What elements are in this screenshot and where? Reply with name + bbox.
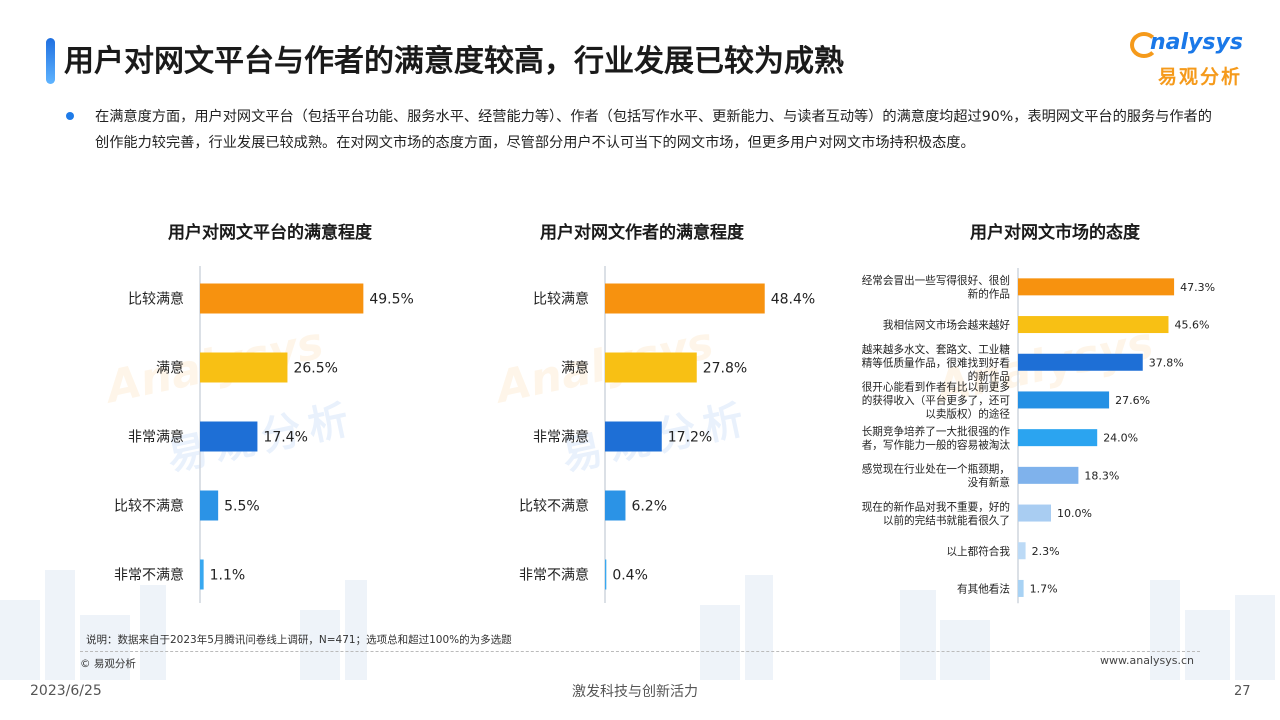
copyright: © 易观分析 xyxy=(80,658,136,670)
bar xyxy=(200,421,258,452)
value-label: 17.2% xyxy=(668,430,712,446)
author-satisfaction-chart: 比较满意 48.4% 满意 27.8% 非常满意 17.2% 比较不满意 6.2% 非常不满意 0… xyxy=(519,266,815,603)
value-label: 5.5% xyxy=(224,499,260,515)
category-label: 越来越多水文、套路文、工业糖精等低质量作品，很难找到好看的新作品 xyxy=(862,343,1011,383)
category-label-line: 很开心能看到作者有比以前更多 xyxy=(862,380,1010,393)
value-label: 27.6% xyxy=(1115,394,1150,407)
footer-slogan: 激发科技与创新活力 xyxy=(572,684,698,700)
bar xyxy=(200,559,204,590)
category-label: 有其他看法 xyxy=(957,582,1010,595)
bar xyxy=(605,559,607,590)
value-label: 47.3% xyxy=(1180,281,1215,294)
value-label: 37.8% xyxy=(1149,356,1184,369)
logo-sub-text: 易观分析 xyxy=(1158,66,1243,88)
city-skyline-background xyxy=(0,570,1275,680)
category-label-line: 我相信网文市场会越来越好 xyxy=(883,319,1011,332)
logo-main-text: nalysys xyxy=(1150,30,1243,55)
category-label-line: 越来越多水文、套路文、工业糖 xyxy=(862,343,1011,356)
website-url: www.analysys.cn xyxy=(1100,654,1194,667)
value-label: 48.4% xyxy=(771,292,815,308)
market-attitude-chart: 经常会冒出一些写得很好、很创新的作品 47.3% 我相信网文市场会越来越好 45.6%… xyxy=(862,268,1215,604)
value-label: 24.0% xyxy=(1103,432,1138,445)
chart-title-market: 用户对网文市场的态度 xyxy=(970,223,1140,243)
category-label: 经常会冒出一些写得很好、很创新的作品 xyxy=(862,274,1010,301)
value-label: 2.3% xyxy=(1032,545,1060,558)
category-label-line: 者，写作能力一般的容易被淘汰 xyxy=(862,438,1011,451)
value-label: 26.5% xyxy=(293,361,337,377)
bar xyxy=(1018,579,1024,597)
value-label: 18.3% xyxy=(1084,469,1119,482)
category-label-line: 以前的完结书就能看很久了 xyxy=(883,514,1010,527)
category-label: 很开心能看到作者有比以前更多的获得收入（平台更多了，还可以卖版权）的途径 xyxy=(862,380,1011,420)
bar xyxy=(605,352,697,383)
platform-satisfaction-chart: 比较满意 49.5% 满意 26.5% 非常满意 17.4% 比较不满意 5.5% 非常不满意 1… xyxy=(114,266,414,603)
bar xyxy=(605,421,662,452)
category-label-line: 有其他看法 xyxy=(957,582,1010,595)
bar xyxy=(1018,353,1143,371)
category-label: 长期竞争培养了一大批很强的作者，写作能力一般的容易被淘汰 xyxy=(862,425,1011,452)
page-number: 27 xyxy=(1234,684,1251,699)
chart-title-platform: 用户对网文平台的满意程度 xyxy=(168,223,372,243)
bar xyxy=(605,283,765,314)
bar xyxy=(1018,504,1051,522)
category-label: 非常满意 xyxy=(128,429,184,446)
category-label-line: 精等低质量作品，很难找到好看 xyxy=(862,356,1010,369)
value-label: 10.0% xyxy=(1057,507,1092,520)
footer-divider xyxy=(80,651,1200,652)
category-label-line: 感觉现在行业处在一个瓶颈期， xyxy=(862,463,1010,476)
category-label: 满意 xyxy=(561,360,589,377)
category-label: 比较满意 xyxy=(533,291,589,308)
title-accent-bar xyxy=(46,38,55,84)
category-label: 非常不满意 xyxy=(114,567,184,584)
page-title: 用户对网文平台与作者的满意度较高，行业发展已较为成熟 xyxy=(64,44,844,79)
bar xyxy=(1018,391,1110,409)
bar xyxy=(1018,316,1169,334)
value-label: 1.1% xyxy=(210,568,246,584)
footer-date: 2023/6/25 xyxy=(30,683,102,699)
value-label: 49.5% xyxy=(369,292,413,308)
category-label-line: 长期竞争培养了一大批很强的作 xyxy=(862,425,1011,438)
bar xyxy=(1018,542,1026,560)
bar xyxy=(605,490,626,521)
category-label: 比较不满意 xyxy=(114,498,184,515)
category-label: 现在的新作品对我不重要，好的以前的完结书就能看很久了 xyxy=(862,500,1010,527)
value-label: 45.6% xyxy=(1174,319,1209,332)
category-label-line: 以卖版权）的途径 xyxy=(925,407,1010,420)
bar xyxy=(1018,429,1098,447)
category-label: 满意 xyxy=(156,360,184,377)
category-label: 感觉现在行业处在一个瓶颈期，没有新意 xyxy=(862,463,1010,490)
value-label: 17.4% xyxy=(263,430,307,446)
category-label-line: 的新作品 xyxy=(968,370,1010,383)
category-label: 比较满意 xyxy=(128,291,184,308)
category-label: 以上都符合我 xyxy=(946,545,1010,558)
category-label: 比较不满意 xyxy=(519,498,589,515)
bar xyxy=(1018,278,1175,296)
category-label: 非常满意 xyxy=(533,429,589,446)
category-label-line: 的获得收入（平台更多了，还可 xyxy=(862,394,1011,407)
bar xyxy=(200,283,364,314)
category-label: 我相信网文市场会越来越好 xyxy=(883,319,1011,332)
value-label: 27.8% xyxy=(703,361,747,377)
bar xyxy=(1018,466,1079,484)
source-note: 说明：数据来自于2023年5月腾讯问卷线上调研，N=471；选项总和超过100%… xyxy=(86,634,512,646)
category-label-line: 没有新意 xyxy=(968,476,1010,489)
category-label: 非常不满意 xyxy=(519,567,589,584)
category-label-line: 以上都符合我 xyxy=(946,545,1010,558)
chart-title-author: 用户对网文作者的满意程度 xyxy=(540,223,744,243)
logo-ring-icon xyxy=(1130,32,1158,58)
category-label-line: 新的作品 xyxy=(968,288,1010,301)
intro-paragraph: 在满意度方面，用户对网文平台（包括平台功能、服务水平、经营能力等）、作者（包括写… xyxy=(95,109,1212,151)
value-label: 0.4% xyxy=(612,568,648,584)
value-label: 6.2% xyxy=(631,499,667,515)
category-label-line: 经常会冒出一些写得很好、很创 xyxy=(862,274,1010,287)
bullet-dot-icon xyxy=(66,112,74,120)
bar xyxy=(200,490,219,521)
bar xyxy=(200,352,288,383)
category-label-line: 现在的新作品对我不重要，好的 xyxy=(862,500,1010,513)
value-label: 1.7% xyxy=(1030,582,1058,595)
